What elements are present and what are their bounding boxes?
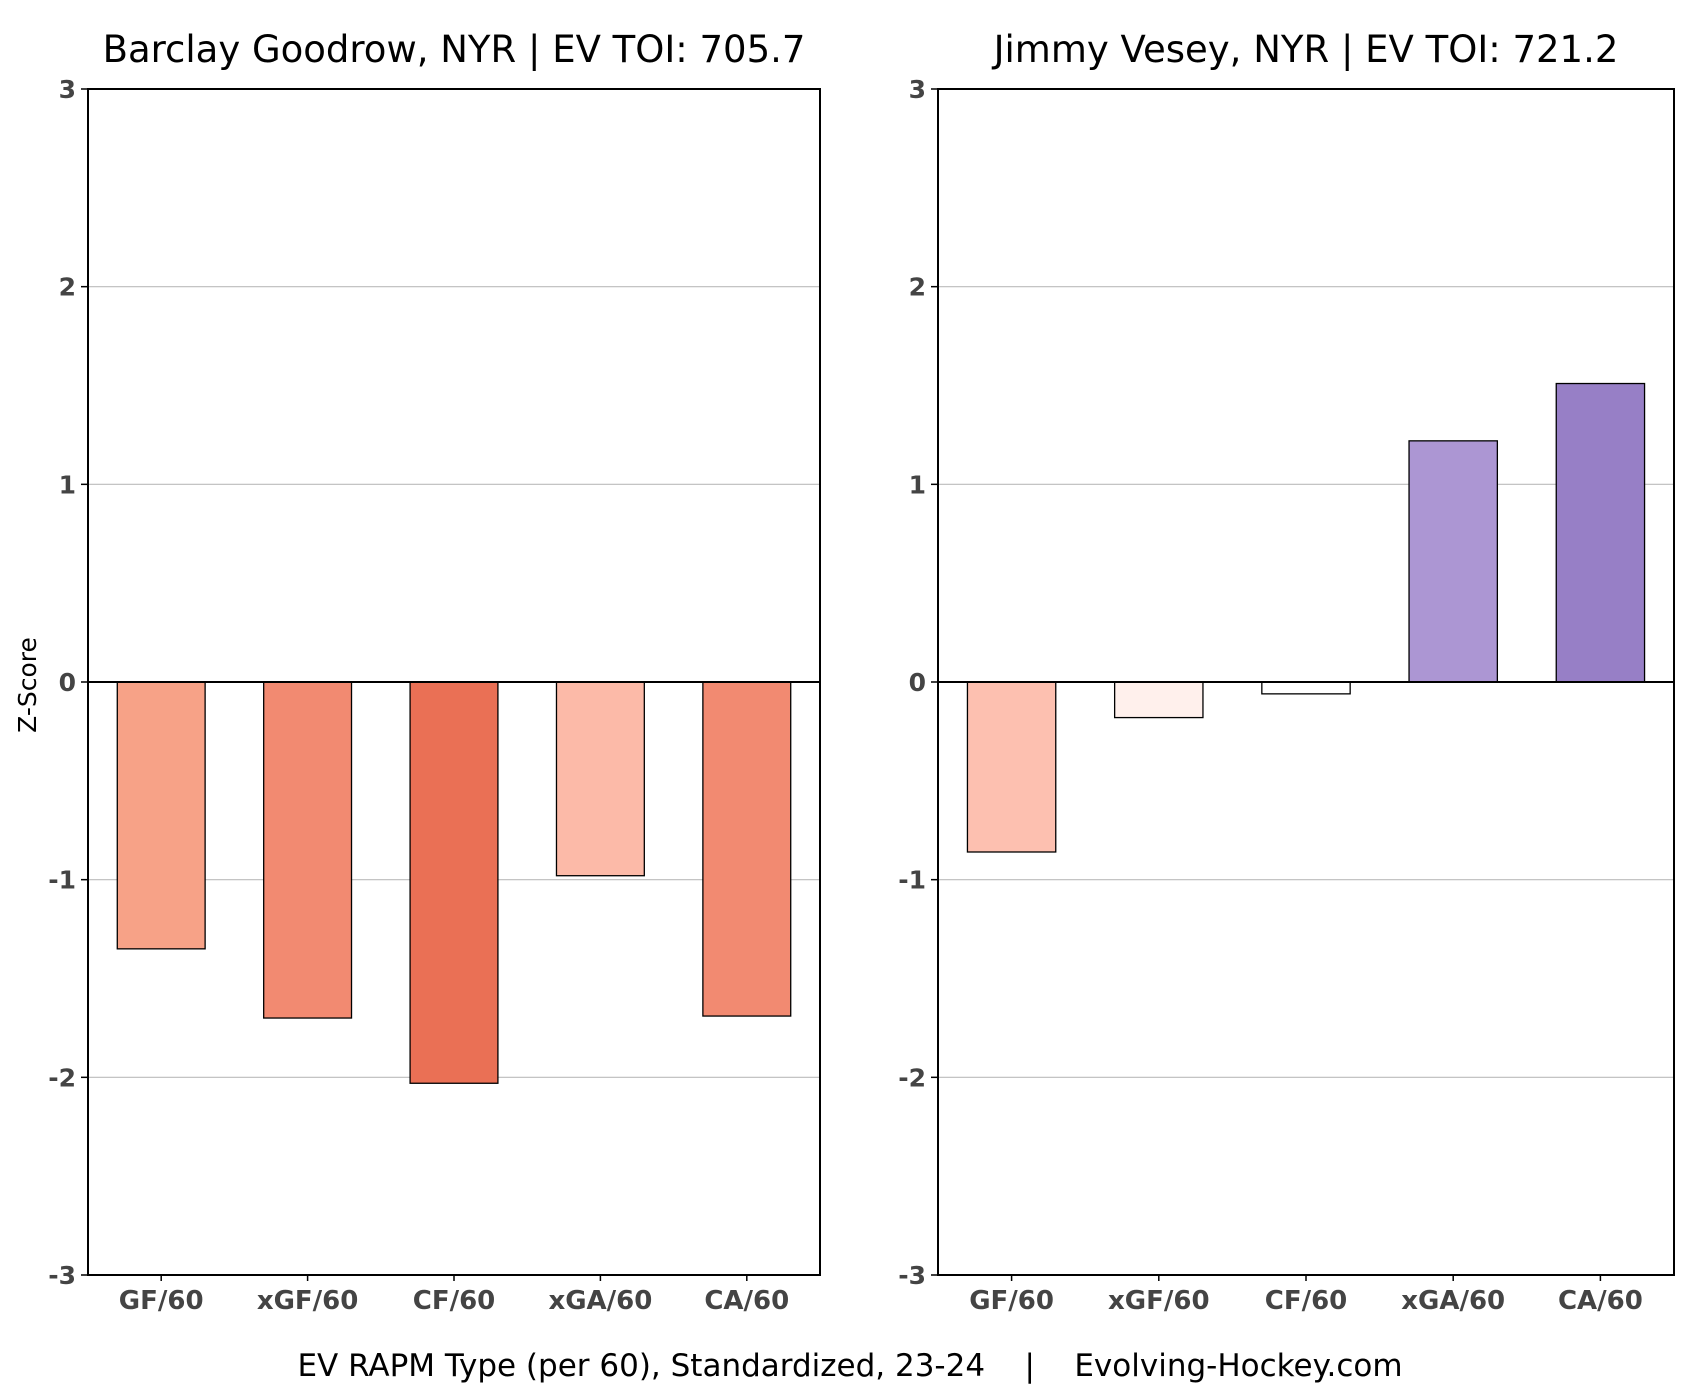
y-tick-label: -1 (48, 866, 76, 895)
y-tick-label: 1 (909, 470, 926, 499)
bar-cf-60 (409, 681, 499, 1084)
figure-caption: EV RAPM Type (per 60), Standardized, 23-… (297, 1348, 1402, 1384)
bar-xgf-60 (1113, 681, 1204, 719)
x-tick-label: xGF/60 (257, 1286, 359, 1316)
chart-panel-goodrow: Barclay Goodrow, NYR | EV TOI: 705.7 3 2 1 0… (48, 28, 821, 1316)
y-tick-label: 0 (909, 668, 926, 697)
x-tick-label: CF/60 (413, 1286, 496, 1316)
bar-ca-60 (1555, 382, 1646, 683)
y-tick-label: -3 (898, 1261, 926, 1290)
x-tick-label: CA/60 (704, 1286, 789, 1316)
x-tick-label: xGF/60 (1108, 1286, 1210, 1316)
bar-xga-60 (1408, 440, 1499, 683)
bar-xga-60 (555, 681, 645, 877)
y-tick-label: 2 (59, 273, 76, 302)
y-tick-label: 0 (59, 668, 76, 697)
y-tick-label: -3 (48, 1261, 76, 1290)
y-tick-label: 1 (59, 470, 76, 499)
x-tick-label: CA/60 (1558, 1286, 1643, 1316)
x-tick-label: xGA/60 (548, 1286, 652, 1316)
x-tick-label: GF/60 (119, 1286, 204, 1316)
y-tick-label: -2 (48, 1063, 76, 1092)
y-tick-label: -1 (898, 866, 926, 895)
bar-gf-60 (966, 681, 1057, 853)
x-tick-label: xGA/60 (1401, 1286, 1505, 1316)
bar-xgf-60 (263, 681, 353, 1019)
y-tick-label: -2 (898, 1063, 926, 1092)
y-tick-label: 3 (909, 75, 926, 104)
bar-cf-60 (1261, 681, 1351, 695)
x-tick-label: CF/60 (1265, 1286, 1348, 1316)
x-tick-label: GF/60 (969, 1286, 1054, 1316)
chart-title: Jimmy Vesey, NYR | EV TOI: 721.2 (992, 28, 1619, 71)
y-axis-title: Z-Score (13, 637, 42, 733)
chart-panel-vesey: Jimmy Vesey, NYR | EV TOI: 721.2 3 2 1 0 -1 -2… (898, 28, 1675, 1316)
chart-title: Barclay Goodrow, NYR | EV TOI: 705.7 (103, 28, 806, 71)
y-tick-label: 2 (909, 273, 926, 302)
bar-ca-60 (702, 681, 792, 1017)
y-tick-label: 3 (59, 75, 76, 104)
bar-gf-60 (116, 681, 206, 950)
